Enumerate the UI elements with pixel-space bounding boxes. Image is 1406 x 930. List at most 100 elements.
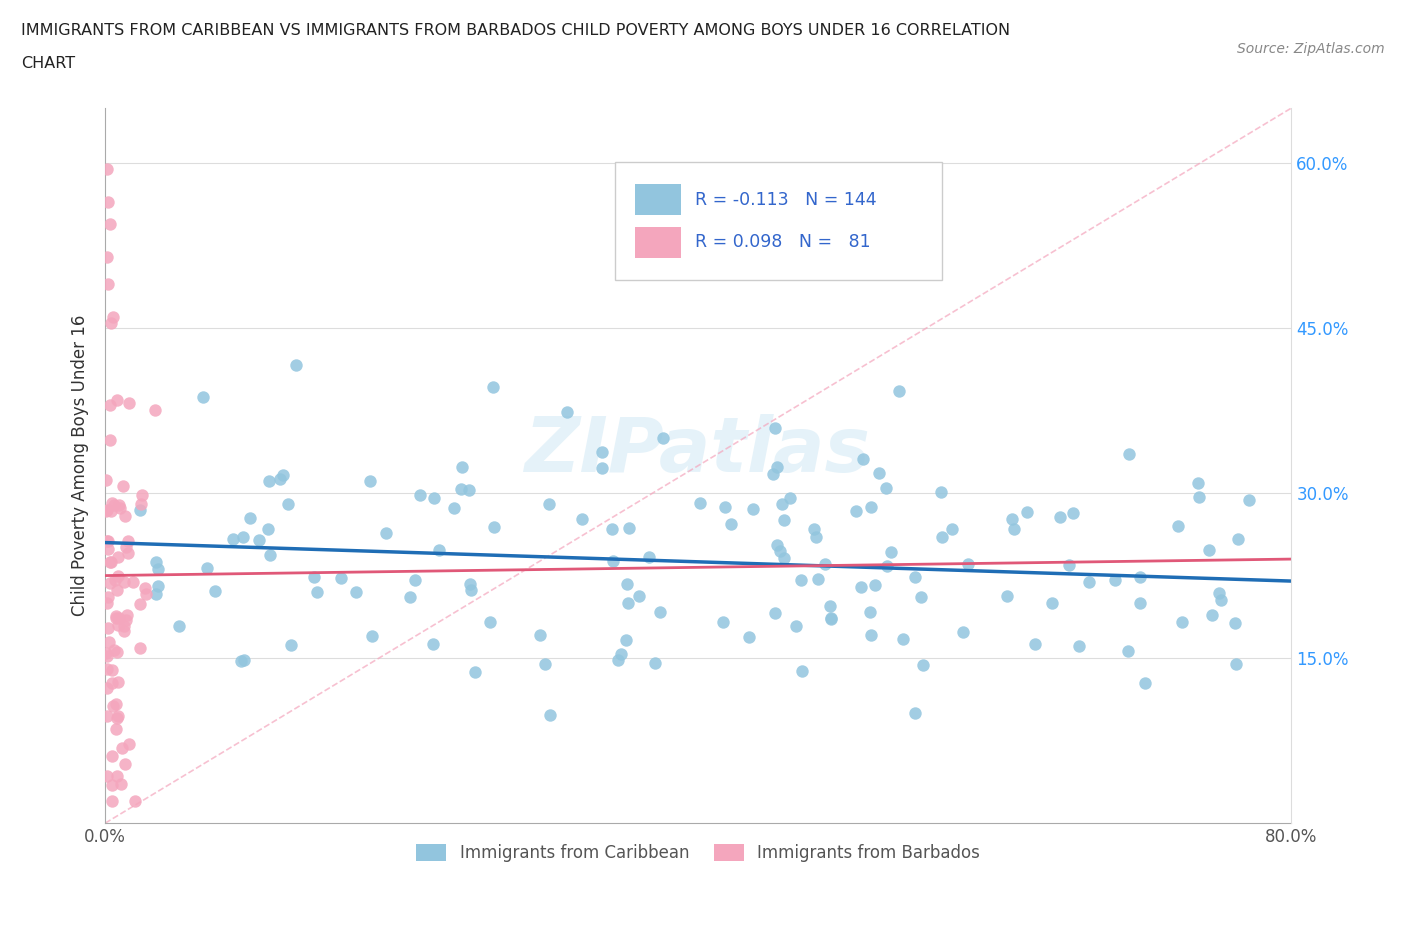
Point [195,560,218,575]
Point [1062,506,1084,521]
Point [607,653,630,668]
Point [112,575,135,590]
Point [859,628,882,643]
Point [929,485,952,499]
Point [555,405,578,420]
Point [1001,512,1024,526]
Point [108,611,131,626]
Point [876,559,898,574]
Point [807,571,830,586]
Point [112,479,135,494]
Point [114,509,136,524]
Point [614,632,637,647]
Point [443,500,465,515]
Point [720,517,742,532]
Point [859,604,882,619]
Point [711,615,734,630]
Point [101,495,124,510]
Point [97,542,120,557]
Point [105,697,128,711]
Point [1116,644,1139,658]
Point [285,358,308,373]
Point [910,589,932,604]
Point [107,550,129,565]
Point [1004,522,1026,537]
Point [1226,531,1249,546]
Point [98,576,121,591]
Text: Source: ZipAtlas.com: Source: ZipAtlas.com [1237,42,1385,56]
Point [108,500,131,515]
Point [361,629,384,644]
Point [107,498,129,513]
Point [766,460,789,475]
Point [97,276,120,291]
Point [1237,493,1260,508]
Point [422,637,444,652]
Point [107,568,129,583]
Point [538,708,561,723]
Point [1024,636,1046,651]
Point [1040,596,1063,611]
Point [450,459,472,474]
Point [101,777,124,792]
Point [773,512,796,527]
Point [482,520,505,535]
Point [96,708,118,723]
Point [145,587,167,602]
Point [650,604,672,619]
Point [529,627,551,642]
Point [1208,586,1230,601]
Point [96,680,118,695]
Point [820,611,842,626]
Point [280,637,302,652]
Point [229,654,252,669]
Point [1209,592,1232,607]
Point [100,554,122,569]
Point [849,580,872,595]
Point [107,618,129,632]
Point [257,473,280,488]
Point [98,216,121,231]
Point [600,522,623,537]
Point [1129,596,1152,611]
Point [375,526,398,541]
Point [956,556,979,571]
Point [114,756,136,771]
Point [1104,573,1126,588]
Point [117,546,139,561]
Point [875,481,897,496]
Point [616,577,638,591]
Point [1225,657,1247,671]
Point [814,557,837,572]
Point [399,590,422,604]
Point [820,610,842,625]
FancyBboxPatch shape [616,162,942,280]
FancyBboxPatch shape [636,227,681,259]
Point [652,431,675,445]
Point [105,644,128,659]
Point [904,706,927,721]
Point [115,612,138,627]
Point [98,398,121,413]
Point [128,596,150,611]
Point [591,460,613,475]
Point [96,596,118,611]
Point [1198,543,1220,558]
Point [96,533,118,548]
Point [101,663,124,678]
Text: ZIPatlas: ZIPatlas [526,414,872,488]
Point [779,490,801,505]
Point [114,539,136,554]
Point [101,749,124,764]
Point [103,698,125,713]
Point [191,389,214,404]
Point [146,578,169,593]
Point [359,473,381,488]
Point [204,583,226,598]
Point [94,645,117,660]
Point [98,432,121,447]
Point [457,483,479,498]
Point [105,582,128,597]
Legend: Immigrants from Caribbean, Immigrants from Barbados: Immigrants from Caribbean, Immigrants fr… [409,837,987,869]
Text: R = 0.098   N =   81: R = 0.098 N = 81 [695,233,870,251]
